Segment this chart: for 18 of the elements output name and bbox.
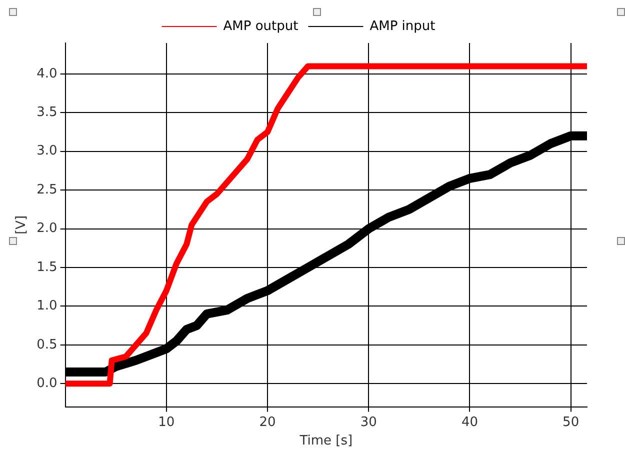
legend-label: AMP output [223, 18, 298, 34]
y-tick-label: 1.0 [36, 298, 58, 314]
y-tick-label: 0.5 [36, 337, 58, 352]
y-tick-label: 2.5 [36, 182, 58, 198]
legend-label: AMP input [370, 18, 436, 34]
y-axis-title: [V] [14, 215, 30, 234]
x-axis-title: Time [s] [298, 434, 353, 449]
y-tick-label: 3.0 [36, 144, 58, 159]
y-tick-label: 3.5 [36, 105, 58, 120]
x-tick-label: 10 [158, 414, 175, 430]
x-tick-label: 50 [562, 414, 580, 430]
x-tick-label: 40 [461, 414, 478, 430]
x-tick-label: 20 [259, 414, 276, 430]
y-tick-label: 1.5 [36, 260, 58, 275]
y-tick-label: 0.0 [36, 376, 58, 391]
x-tick-label: 30 [360, 414, 377, 430]
y-tick-label: 2.0 [36, 221, 58, 236]
y-tick-label: 4.0 [36, 66, 58, 82]
